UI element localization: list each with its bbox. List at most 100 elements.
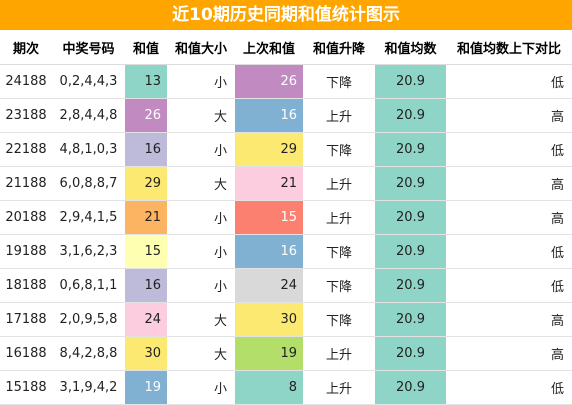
prev-sum-cell: 15	[235, 200, 303, 235]
header-avg: 和值均数	[375, 30, 446, 65]
table-row: 18188 0,6,8,1,1 16 小 24 下降 20.9 低	[0, 268, 572, 303]
prev-sum-cell: 29	[235, 132, 303, 167]
header-trend: 和值升降	[303, 30, 375, 65]
prev-sum-cell: 16	[235, 234, 303, 269]
compare-cell: 低	[446, 132, 572, 167]
sum-cell: 16	[125, 132, 167, 167]
trend-cell: 下降	[303, 302, 375, 337]
trend-cell: 上升	[303, 370, 375, 405]
size-cell: 小	[167, 268, 235, 303]
avg-cell: 20.9	[375, 132, 446, 167]
avg-cell: 20.9	[375, 370, 446, 405]
header-period: 期次	[0, 30, 52, 65]
sum-cell: 21	[125, 200, 167, 235]
sum-cell: 26	[125, 98, 167, 133]
compare-cell: 低	[446, 64, 572, 99]
prev-sum-cell: 16	[235, 98, 303, 133]
header-compare: 和值均数上下对比	[446, 30, 572, 65]
size-cell: 大	[167, 166, 235, 201]
table-row: 20188 2,9,4,1,5 21 小 15 上升 20.9 高	[0, 200, 572, 235]
sum-cell: 30	[125, 336, 167, 371]
header-numbers: 中奖号码	[52, 30, 125, 65]
period-cell: 18188	[0, 268, 52, 303]
period-cell: 23188	[0, 98, 52, 133]
period-cell: 24188	[0, 64, 52, 99]
trend-cell: 上升	[303, 336, 375, 371]
avg-cell: 20.9	[375, 166, 446, 201]
period-cell: 21188	[0, 166, 52, 201]
size-cell: 小	[167, 234, 235, 269]
period-cell: 16188	[0, 336, 52, 371]
table-row: 15188 3,1,9,4,2 19 小 8 上升 20.9 低	[0, 370, 572, 405]
size-cell: 小	[167, 64, 235, 99]
numbers-cell: 0,2,4,4,3	[52, 64, 125, 99]
period-cell: 19188	[0, 234, 52, 269]
sum-cell: 13	[125, 64, 167, 99]
history-sum-table: 期次 中奖号码 和值 和值大小 上次和值 和值升降 和值均数 和值均数上下对比 …	[0, 30, 572, 405]
sum-cell: 16	[125, 268, 167, 303]
prev-sum-cell: 8	[235, 370, 303, 405]
compare-cell: 低	[446, 370, 572, 405]
trend-cell: 上升	[303, 98, 375, 133]
compare-cell: 高	[446, 336, 572, 371]
prev-sum-cell: 26	[235, 64, 303, 99]
numbers-cell: 0,6,8,1,1	[52, 268, 125, 303]
header-row: 期次 中奖号码 和值 和值大小 上次和值 和值升降 和值均数 和值均数上下对比	[0, 30, 572, 65]
size-cell: 小	[167, 132, 235, 167]
trend-cell: 下降	[303, 64, 375, 99]
sum-cell: 24	[125, 302, 167, 337]
header-prev-sum: 上次和值	[235, 30, 303, 65]
sum-cell: 19	[125, 370, 167, 405]
avg-cell: 20.9	[375, 64, 446, 99]
table-row: 17188 2,0,9,5,8 24 大 30 下降 20.9 高	[0, 302, 572, 337]
table-row: 24188 0,2,4,4,3 13 小 26 下降 20.9 低	[0, 64, 572, 99]
period-cell: 20188	[0, 200, 52, 235]
header-sum: 和值	[125, 30, 167, 65]
numbers-cell: 6,0,8,8,7	[52, 166, 125, 201]
avg-cell: 20.9	[375, 268, 446, 303]
period-cell: 17188	[0, 302, 52, 337]
compare-cell: 高	[446, 166, 572, 201]
size-cell: 小	[167, 370, 235, 405]
numbers-cell: 2,8,4,4,8	[52, 98, 125, 133]
avg-cell: 20.9	[375, 98, 446, 133]
compare-cell: 高	[446, 200, 572, 235]
table-row: 23188 2,8,4,4,8 26 大 16 上升 20.9 高	[0, 98, 572, 133]
sum-cell: 29	[125, 166, 167, 201]
prev-sum-cell: 19	[235, 336, 303, 371]
trend-cell: 下降	[303, 268, 375, 303]
table-row: 16188 8,4,2,8,8 30 大 19 上升 20.9 高	[0, 336, 572, 371]
size-cell: 小	[167, 200, 235, 235]
avg-cell: 20.9	[375, 200, 446, 235]
prev-sum-cell: 30	[235, 302, 303, 337]
table-row: 22188 4,8,1,0,3 16 小 29 下降 20.9 低	[0, 132, 572, 167]
prev-sum-cell: 21	[235, 166, 303, 201]
sum-cell: 15	[125, 234, 167, 269]
avg-cell: 20.9	[375, 302, 446, 337]
numbers-cell: 3,1,9,4,2	[52, 370, 125, 405]
compare-cell: 低	[446, 234, 572, 269]
numbers-cell: 2,0,9,5,8	[52, 302, 125, 337]
numbers-cell: 2,9,4,1,5	[52, 200, 125, 235]
numbers-cell: 3,1,6,2,3	[52, 234, 125, 269]
trend-cell: 下降	[303, 234, 375, 269]
table-title: 近10期历史同期和值统计图示	[0, 0, 572, 30]
trend-cell: 上升	[303, 200, 375, 235]
period-cell: 15188	[0, 370, 52, 405]
table-row: 19188 3,1,6,2,3 15 小 16 下降 20.9 低	[0, 234, 572, 269]
header-size: 和值大小	[167, 30, 235, 65]
size-cell: 大	[167, 336, 235, 371]
size-cell: 大	[167, 302, 235, 337]
compare-cell: 高	[446, 302, 572, 337]
period-cell: 22188	[0, 132, 52, 167]
size-cell: 大	[167, 98, 235, 133]
avg-cell: 20.9	[375, 234, 446, 269]
prev-sum-cell: 24	[235, 268, 303, 303]
trend-cell: 下降	[303, 132, 375, 167]
numbers-cell: 8,4,2,8,8	[52, 336, 125, 371]
compare-cell: 高	[446, 98, 572, 133]
numbers-cell: 4,8,1,0,3	[52, 132, 125, 167]
trend-cell: 上升	[303, 166, 375, 201]
table-row: 21188 6,0,8,8,7 29 大 21 上升 20.9 高	[0, 166, 572, 201]
compare-cell: 低	[446, 268, 572, 303]
